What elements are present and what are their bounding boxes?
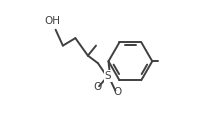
Text: OH: OH bbox=[44, 16, 60, 26]
Text: O: O bbox=[113, 87, 121, 97]
Text: S: S bbox=[105, 71, 111, 81]
Text: O: O bbox=[93, 82, 101, 92]
